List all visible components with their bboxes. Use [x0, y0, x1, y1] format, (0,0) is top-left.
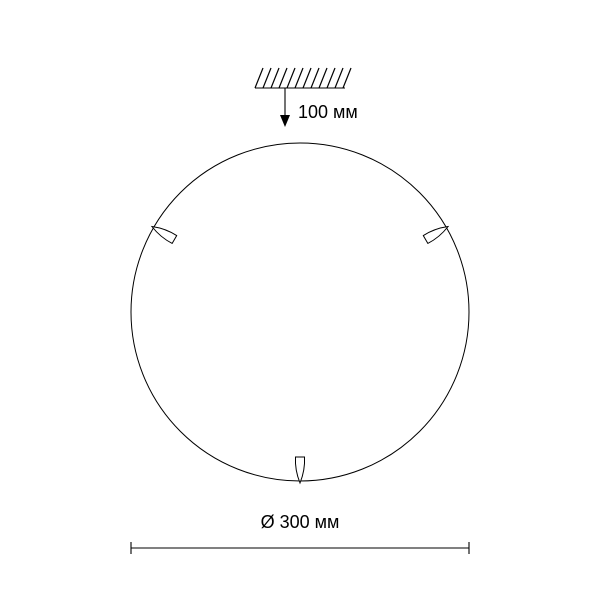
technical-diagram: 100 мм Ø 300 мм	[0, 0, 600, 600]
fixture-circle	[131, 143, 469, 481]
ceiling-hatch	[255, 68, 351, 88]
depth-dimension: 100 мм	[280, 88, 358, 127]
diameter-label: Ø 300 мм	[261, 512, 340, 532]
depth-label: 100 мм	[298, 102, 358, 122]
diameter-dimension: Ø 300 мм	[131, 512, 469, 554]
